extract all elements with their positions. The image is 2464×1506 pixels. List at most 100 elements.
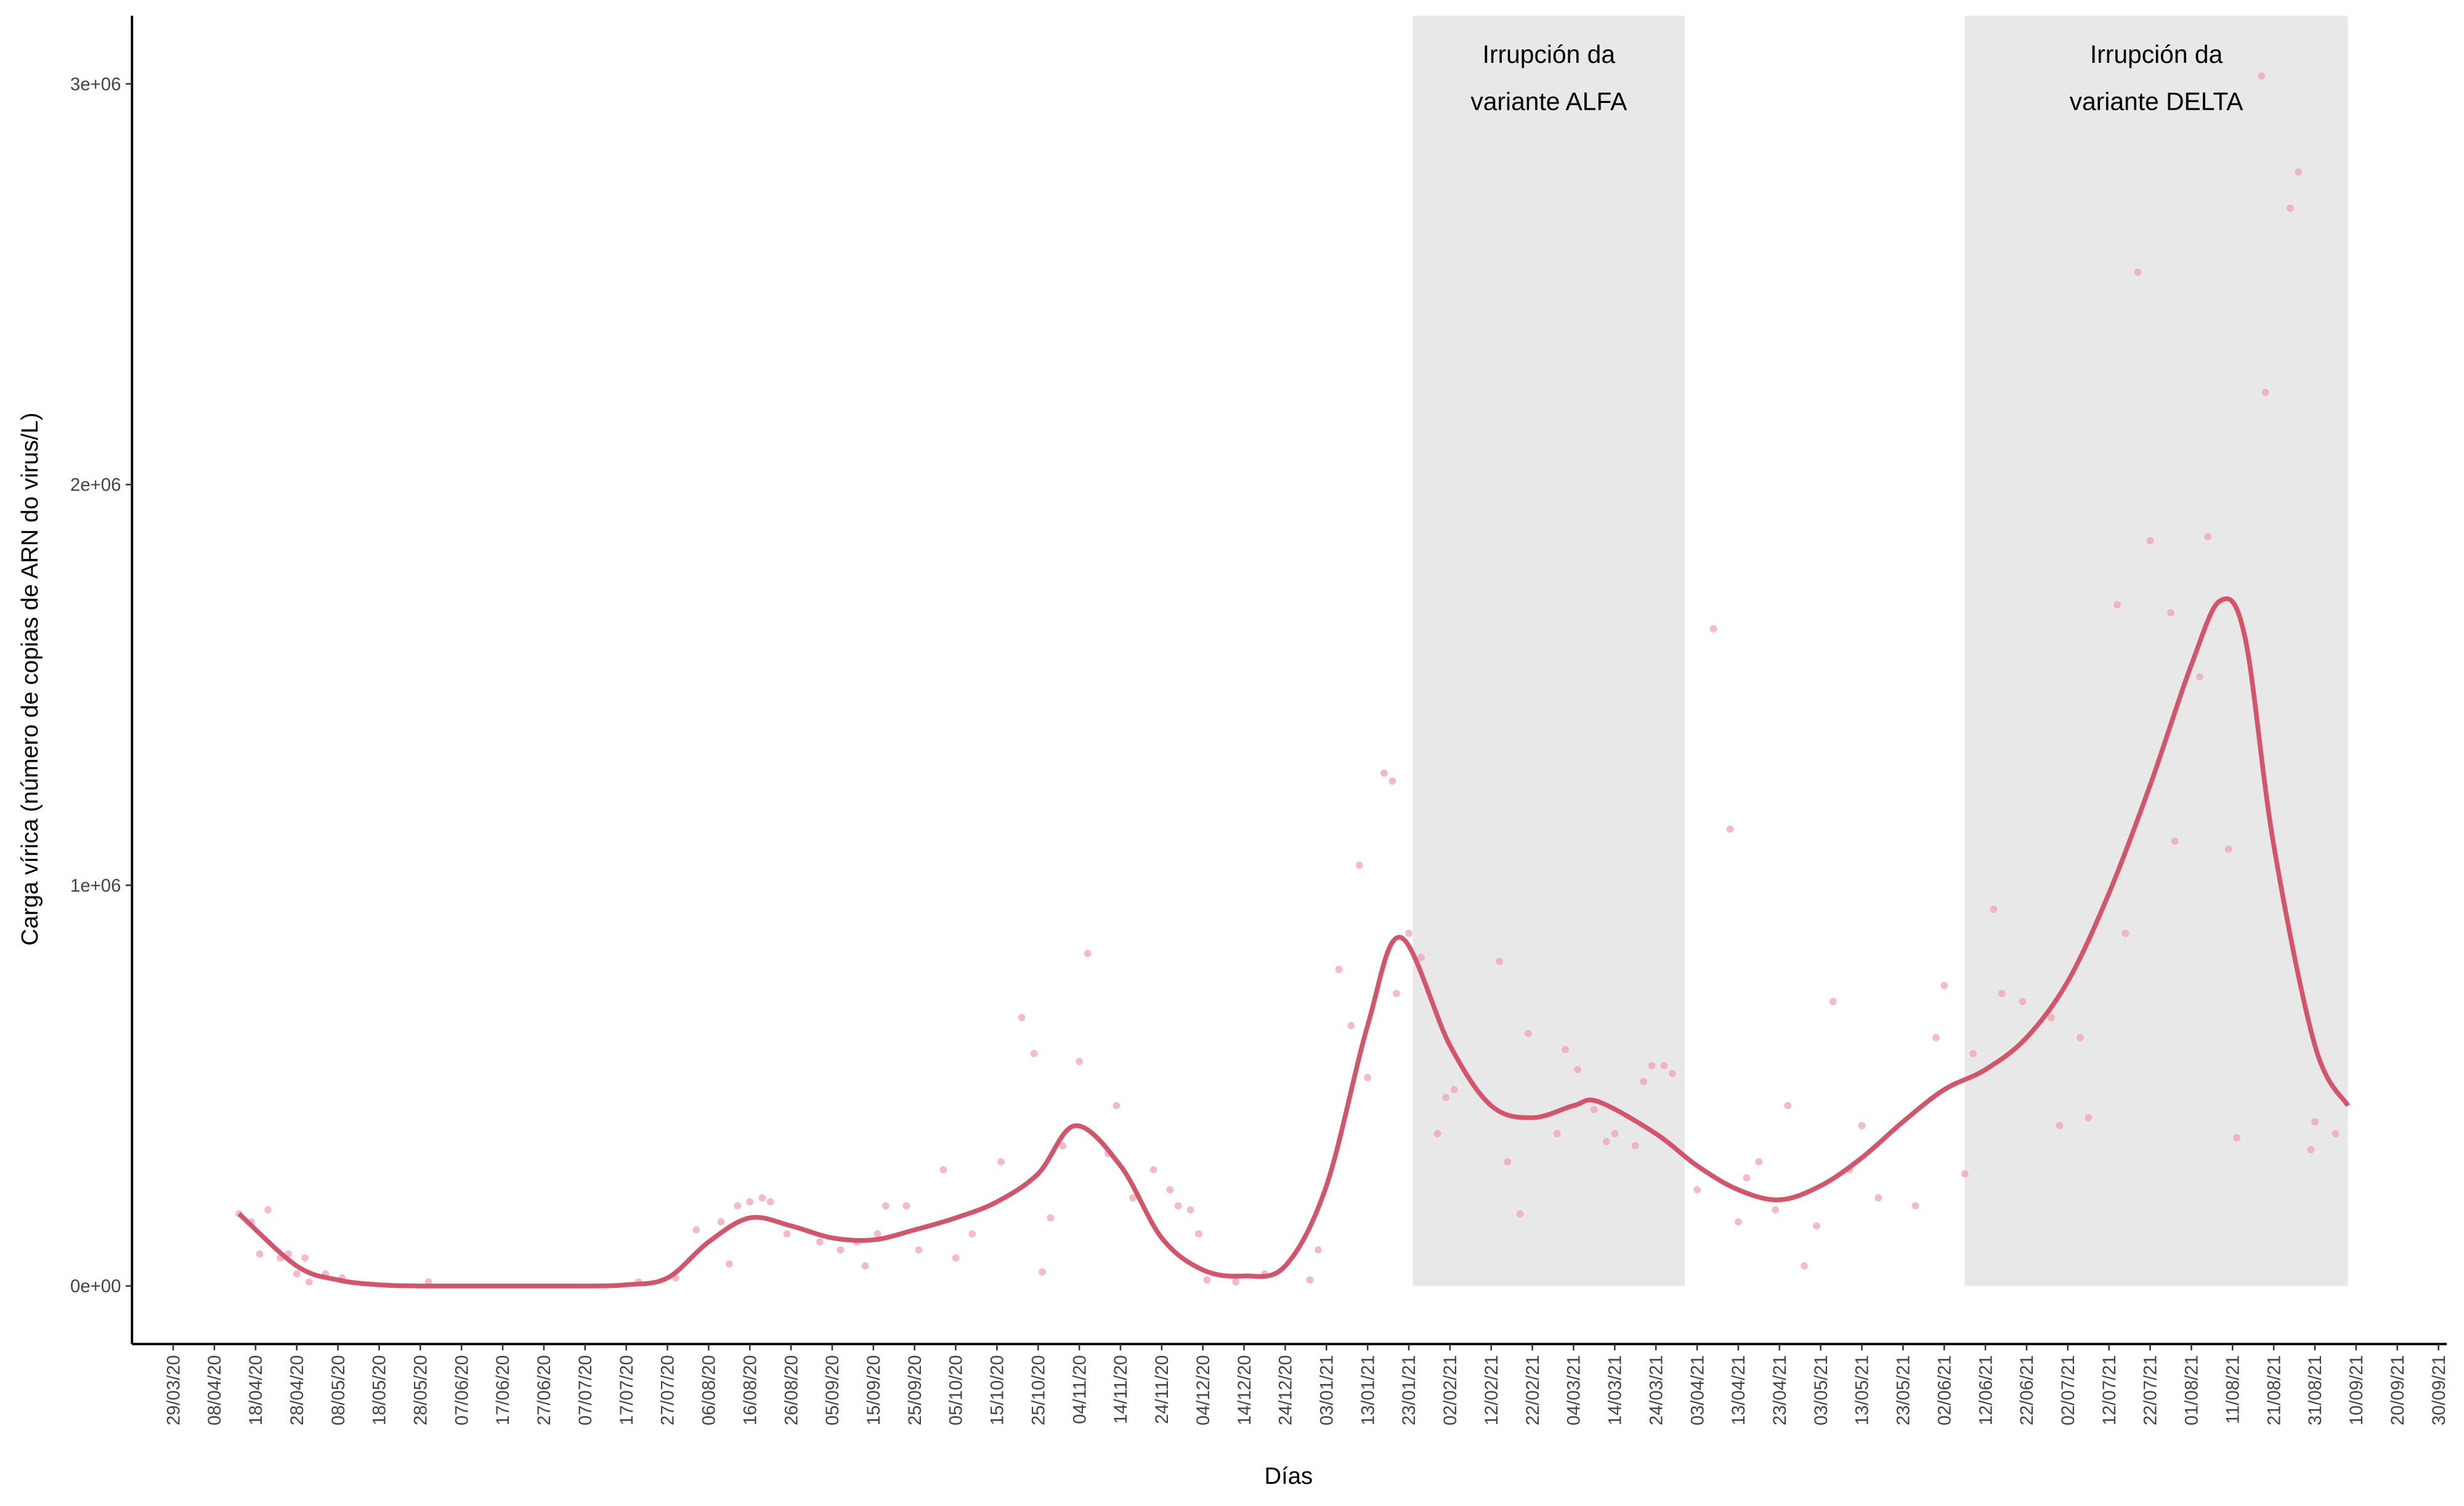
data-point	[734, 1202, 742, 1210]
data-point	[1998, 990, 2006, 998]
region-annotation: Irrupción da	[1483, 40, 1616, 68]
x-tick-label: 06/08/20	[699, 1355, 719, 1425]
y-tick-label: 1e+06	[70, 876, 121, 896]
data-point	[2085, 1113, 2093, 1121]
data-point	[2019, 998, 2027, 1006]
data-point	[2076, 1033, 2084, 1041]
data-point	[861, 1262, 869, 1270]
data-point	[1203, 1276, 1211, 1284]
data-point	[725, 1260, 733, 1268]
y-axis-title: Carga vírica (número de copias de ARN do…	[17, 412, 43, 945]
data-point	[2258, 72, 2265, 79]
x-tick-label: 02/07/21	[2058, 1355, 2078, 1425]
highlight-region	[1412, 15, 1685, 1286]
x-tick-label: 27/07/20	[658, 1355, 678, 1425]
x-tick-label: 31/08/21	[2305, 1355, 2325, 1425]
data-point	[1874, 1194, 1882, 1202]
x-tick-label: 03/04/21	[1687, 1355, 1708, 1425]
x-tick-label: 14/11/20	[1111, 1355, 1131, 1424]
data-point	[1039, 1268, 1046, 1276]
x-tick-label: 07/07/20	[575, 1355, 596, 1425]
data-point	[2056, 1121, 2064, 1130]
data-point	[1693, 1186, 1701, 1194]
x-tick-label: 20/09/21	[2388, 1355, 2408, 1425]
data-point	[1393, 990, 1400, 998]
x-tick-label: 23/01/21	[1399, 1355, 1419, 1425]
data-point	[1932, 1033, 1940, 1041]
data-point	[1990, 905, 1998, 913]
data-point	[1648, 1062, 1656, 1070]
x-tick-label: 15/10/20	[987, 1355, 1008, 1425]
data-point	[746, 1198, 754, 1206]
x-tick-label: 12/06/21	[1976, 1355, 1996, 1425]
data-point	[2113, 601, 2121, 609]
data-point	[1829, 998, 1837, 1006]
data-point	[2048, 1014, 2055, 1022]
data-point	[1306, 1276, 1314, 1284]
data-point	[881, 1202, 890, 1210]
data-point	[873, 1230, 881, 1238]
data-point	[1574, 1065, 1582, 1073]
data-point	[1018, 1014, 1026, 1022]
data-point	[1417, 953, 1425, 961]
x-tick-label: 05/09/20	[822, 1355, 843, 1425]
data-point	[902, 1202, 910, 1210]
data-point	[1496, 958, 1503, 966]
y-tick-label: 3e+06	[70, 74, 121, 94]
data-point	[301, 1254, 309, 1262]
x-tick-label: 16/08/20	[740, 1355, 760, 1425]
data-point	[1669, 1070, 1676, 1078]
x-tick-label: 24/03/21	[1646, 1355, 1666, 1425]
data-point	[717, 1218, 725, 1226]
data-point	[1631, 1142, 1639, 1150]
data-point	[968, 1230, 976, 1238]
x-tick-label: 08/05/20	[328, 1355, 349, 1425]
x-tick-label: 05/10/20	[946, 1355, 967, 1425]
x-axis-title: Días	[1265, 1463, 1313, 1489]
x-tick-label: 11/08/21	[2223, 1355, 2243, 1424]
region-annotation: variante DELTA	[2070, 88, 2244, 116]
data-point	[2195, 673, 2203, 681]
data-point	[1442, 1094, 1450, 1102]
x-tick-label: 10/09/21	[2346, 1355, 2367, 1425]
x-tick-label: 26/08/20	[781, 1355, 801, 1425]
data-point	[2307, 1146, 2315, 1154]
x-tick-label: 14/12/20	[1234, 1355, 1255, 1425]
x-tick-label: 08/04/20	[205, 1355, 225, 1425]
data-point	[1030, 1049, 1038, 1057]
data-point	[1603, 1138, 1610, 1146]
data-point	[2204, 533, 2212, 540]
x-tick-label: 02/06/21	[1934, 1355, 1955, 1425]
data-point	[2332, 1130, 2340, 1138]
data-point	[2122, 929, 2130, 937]
data-point	[1784, 1102, 1792, 1110]
data-point	[1940, 982, 1948, 990]
data-point	[1640, 1078, 1647, 1086]
x-tick-label: 30/09/21	[2429, 1355, 2449, 1425]
data-point	[1450, 1086, 1458, 1094]
data-point	[1735, 1218, 1742, 1226]
x-tick-label: 02/02/21	[1440, 1355, 1461, 1425]
data-point	[2224, 845, 2232, 853]
data-point	[2295, 168, 2303, 176]
x-tick-label: 21/08/21	[2264, 1355, 2284, 1425]
x-tick-label: 13/05/21	[1852, 1355, 1873, 1425]
data-point	[816, 1238, 824, 1246]
data-point	[1801, 1262, 1808, 1270]
x-tick-label: 03/05/21	[1811, 1355, 1831, 1425]
data-point	[1174, 1202, 1182, 1210]
trend-line	[237, 596, 2350, 1288]
data-point	[2146, 537, 2154, 545]
data-point	[1059, 1142, 1067, 1150]
data-point	[1405, 929, 1412, 937]
data-point	[1961, 1170, 1969, 1178]
data-point	[766, 1198, 774, 1206]
x-tick-label: 04/12/20	[1193, 1355, 1214, 1425]
data-point	[1084, 950, 1092, 958]
data-point	[837, 1246, 845, 1254]
data-point	[783, 1230, 791, 1238]
data-point	[1911, 1202, 1919, 1210]
data-point	[997, 1158, 1005, 1166]
x-tick-label: 24/12/20	[1276, 1355, 1296, 1425]
data-point	[1364, 1073, 1372, 1081]
